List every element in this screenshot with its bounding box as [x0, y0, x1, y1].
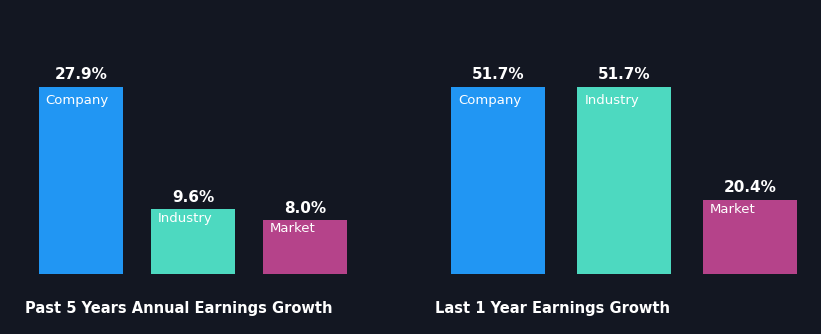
- Text: Company: Company: [45, 94, 108, 107]
- Text: Last 1 Year Earnings Growth: Last 1 Year Earnings Growth: [435, 301, 670, 316]
- Text: Market: Market: [270, 222, 315, 235]
- Bar: [451, 87, 545, 274]
- Text: 27.9%: 27.9%: [54, 67, 108, 82]
- Text: Market: Market: [710, 203, 756, 216]
- Bar: [263, 220, 347, 274]
- Bar: [151, 209, 235, 274]
- Text: 8.0%: 8.0%: [284, 200, 326, 215]
- Text: 51.7%: 51.7%: [472, 67, 525, 82]
- Bar: [703, 200, 797, 274]
- Text: 9.6%: 9.6%: [172, 190, 214, 205]
- Text: Industry: Industry: [585, 94, 639, 107]
- Bar: [39, 87, 123, 274]
- Text: 20.4%: 20.4%: [723, 180, 777, 195]
- Text: Company: Company: [458, 94, 521, 107]
- Bar: [576, 87, 672, 274]
- Text: 51.7%: 51.7%: [598, 67, 650, 82]
- Text: Industry: Industry: [158, 212, 213, 225]
- Text: Past 5 Years Annual Earnings Growth: Past 5 Years Annual Earnings Growth: [25, 301, 333, 316]
